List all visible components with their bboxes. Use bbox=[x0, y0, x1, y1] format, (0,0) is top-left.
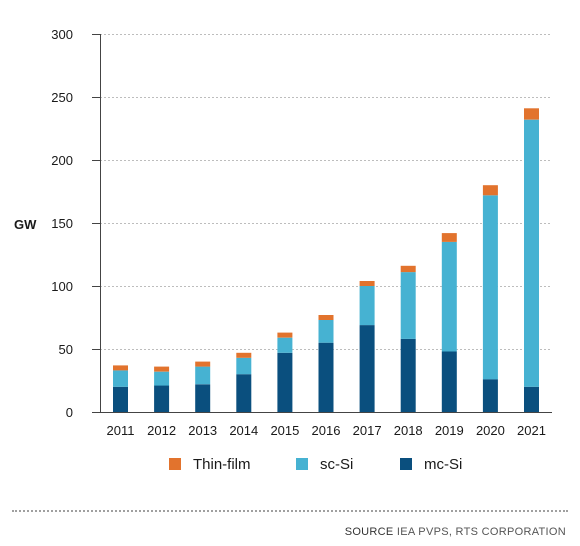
bar-Thin-film-2011 bbox=[113, 365, 128, 371]
bar-Thin-film-2020 bbox=[482, 185, 498, 196]
bar-mc-Si-2018 bbox=[400, 338, 416, 412]
legend-label-mc-Si: mc-Si bbox=[424, 456, 462, 473]
y-tick-label: 300 bbox=[51, 27, 73, 42]
source-text: IEA PVPS, RTS CORPORATION bbox=[396, 526, 566, 538]
gridlines bbox=[100, 34, 552, 350]
bar-mc-Si-2016 bbox=[318, 342, 334, 412]
y-tick-label: 200 bbox=[51, 153, 73, 168]
bar-sc-Si-2018 bbox=[400, 272, 416, 339]
y-tick-label: 150 bbox=[51, 216, 73, 231]
bar-Thin-film-2017 bbox=[359, 281, 375, 286]
x-tick-label: 2017 bbox=[353, 423, 382, 438]
bar-mc-Si-2012 bbox=[154, 385, 170, 412]
bar-sc-Si-2013 bbox=[195, 366, 211, 385]
x-tick-label: 2012 bbox=[147, 423, 176, 438]
bar-sc-Si-2020 bbox=[482, 195, 498, 380]
y-axis-label: GW bbox=[14, 217, 37, 232]
x-tick-label: 2020 bbox=[476, 423, 505, 438]
bar-mc-Si-2015 bbox=[277, 352, 293, 412]
bar-sc-Si-2014 bbox=[236, 357, 252, 375]
bar-sc-Si-2016 bbox=[318, 320, 334, 343]
legend-swatch-mc-Si bbox=[400, 458, 412, 470]
legend-swatch-sc-Si bbox=[296, 458, 308, 470]
bar-Thin-film-2019 bbox=[441, 233, 457, 242]
source-label: SOURCE bbox=[344, 526, 394, 538]
bar-mc-Si-2014 bbox=[236, 374, 252, 412]
bar-sc-Si-2019 bbox=[441, 241, 457, 352]
bar-Thin-film-2014 bbox=[236, 352, 252, 358]
footer-divider bbox=[12, 510, 568, 512]
y-axis-ticks: 0 50 100 150 200 250 300 bbox=[51, 27, 100, 420]
bar-sc-Si-2015 bbox=[277, 337, 293, 353]
bar-Thin-film-2021 bbox=[524, 108, 539, 120]
bar-mc-Si-2020 bbox=[482, 379, 498, 412]
y-tick-label: 100 bbox=[51, 279, 73, 294]
bars bbox=[113, 108, 539, 412]
legend: Thin-film sc-Si mc-Si bbox=[169, 456, 462, 473]
y-tick-label: 250 bbox=[51, 90, 73, 105]
bar-mc-Si-2017 bbox=[359, 325, 375, 412]
bar-mc-Si-2011 bbox=[113, 386, 128, 412]
x-tick-label: 2013 bbox=[188, 423, 217, 438]
bar-mc-Si-2021 bbox=[524, 386, 539, 412]
bar-sc-Si-2017 bbox=[359, 286, 375, 326]
bar-Thin-film-2015 bbox=[277, 332, 293, 338]
x-tick-label: 2015 bbox=[270, 423, 299, 438]
bar-mc-Si-2019 bbox=[441, 351, 457, 412]
y-tick-label: 50 bbox=[59, 342, 73, 357]
bar-sc-Si-2021 bbox=[524, 119, 539, 387]
legend-swatch-Thin-film bbox=[169, 458, 181, 470]
x-tick-label: 2016 bbox=[312, 423, 341, 438]
x-tick-label: 2018 bbox=[394, 423, 423, 438]
bar-Thin-film-2013 bbox=[195, 361, 211, 367]
x-tick-label: 2014 bbox=[229, 423, 258, 438]
legend-label-Thin-film: Thin-film bbox=[193, 456, 251, 473]
source-note: SOURCE IEA PVPS, RTS CORPORATION bbox=[345, 526, 566, 538]
bar-sc-Si-2011 bbox=[113, 370, 128, 387]
bar-sc-Si-2012 bbox=[154, 371, 170, 386]
bar-Thin-film-2018 bbox=[400, 265, 416, 273]
y-tick-label: 0 bbox=[66, 405, 73, 420]
x-tick-label: 2019 bbox=[435, 423, 464, 438]
bar-Thin-film-2016 bbox=[318, 315, 334, 320]
bar-Thin-film-2012 bbox=[154, 366, 170, 372]
x-axis-ticks: 2011 2012 2013 2014 2015 2016 2017 2018 2019 2020… bbox=[107, 423, 546, 438]
x-tick-label: 2011 bbox=[107, 423, 135, 438]
legend-label-sc-Si: sc-Si bbox=[320, 456, 353, 473]
x-tick-label: 2021 bbox=[517, 423, 546, 438]
bar-mc-Si-2013 bbox=[195, 384, 211, 412]
